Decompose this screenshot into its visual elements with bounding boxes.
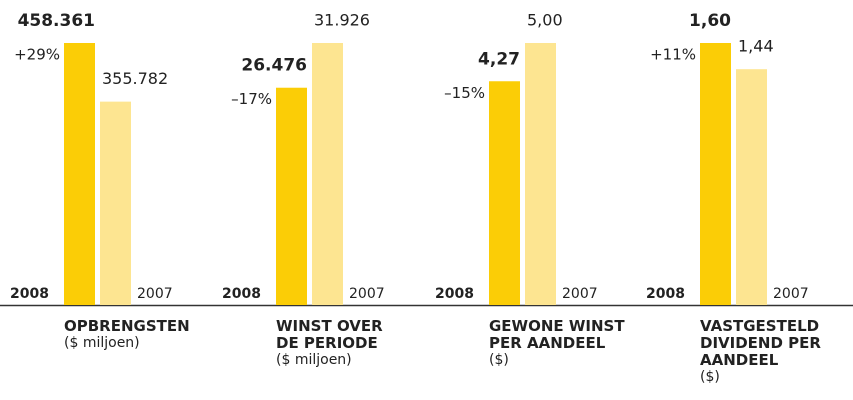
category-label: 2007 [773, 286, 809, 302]
bar [489, 81, 520, 305]
panel-caption: OPBRENGSTEN ($ miljoen) [64, 318, 214, 352]
category-label: 2007 [349, 286, 385, 302]
bar [736, 69, 767, 305]
value-label: 26.476 [241, 56, 307, 76]
panel-subtitle: ($ miljoen) [64, 335, 140, 351]
panel-title: GEWONE WINST PER AANDEEL [489, 317, 625, 352]
bar [100, 101, 131, 306]
bar [64, 43, 95, 305]
category-label: 2008 [10, 286, 49, 302]
change-label: +11% [650, 46, 696, 64]
value-label: 4,27 [478, 49, 520, 69]
panel-title: VASTGESTELD DIVIDEND PER AANDEEL [700, 317, 821, 369]
panel-caption: VASTGESTELD DIVIDEND PER AANDEEL ($) [700, 318, 850, 386]
bar [525, 43, 556, 305]
value-label: 1,60 [689, 11, 731, 31]
category-label: 2008 [646, 286, 685, 302]
bar [276, 87, 307, 305]
panel-subtitle: ($) [489, 352, 509, 368]
category-label: 2007 [137, 286, 173, 302]
panel-caption: GEWONE WINST PER AANDEEL ($) [489, 318, 639, 369]
panel-subtitle: ($ miljoen) [276, 352, 352, 368]
value-label: 5,00 [527, 11, 563, 30]
panel-caption: WINST OVER DE PERIODE ($ miljoen) [276, 318, 426, 369]
change-label: –17% [231, 90, 272, 108]
value-label: 31.926 [314, 11, 370, 30]
value-label: 355.782 [102, 69, 168, 88]
value-label: 458.361 [18, 11, 95, 31]
bar [312, 43, 343, 305]
category-label: 2007 [562, 286, 598, 302]
panel-title: WINST OVER DE PERIODE [276, 317, 383, 352]
panel-subtitle: ($) [700, 369, 720, 385]
category-label: 2008 [435, 286, 474, 302]
panel-title: OPBRENGSTEN [64, 317, 190, 335]
bar [700, 43, 731, 305]
category-label: 2008 [222, 286, 261, 302]
change-label: –15% [444, 84, 485, 102]
change-label: +29% [14, 46, 60, 64]
value-label: 1,44 [738, 37, 774, 56]
